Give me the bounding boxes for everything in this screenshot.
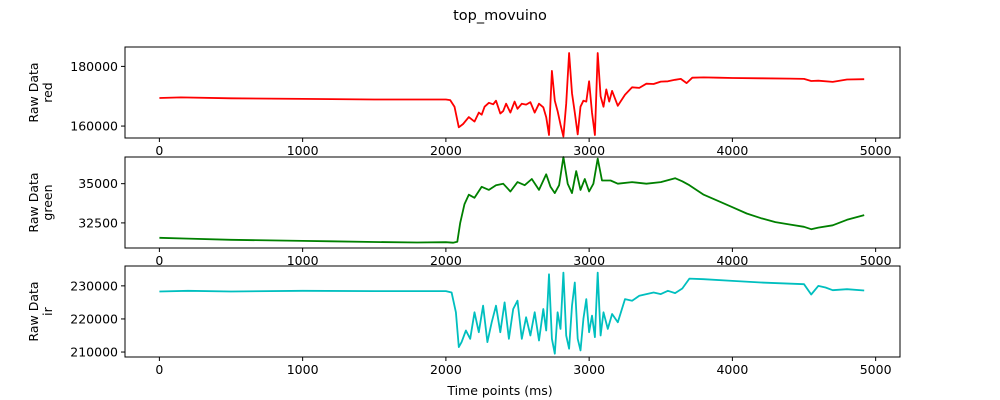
x-tick-label: 2000 <box>430 253 462 268</box>
y-tick-label: 32500 <box>78 215 118 230</box>
x-tick-label: 2000 <box>430 143 462 158</box>
y-tick-label: 210000 <box>70 345 118 360</box>
x-tick-label: 1000 <box>287 143 319 158</box>
x-tick-label: 2000 <box>430 362 462 377</box>
series-line-red <box>159 52 865 138</box>
y-tick-label: 160000 <box>70 119 118 134</box>
y-tick-label: 35000 <box>78 176 118 191</box>
y-axis-sublabel: green <box>40 184 55 220</box>
x-tick-label: 0 <box>155 253 163 268</box>
x-tick-label: 1000 <box>287 362 319 377</box>
x-tick-label: 3000 <box>573 253 605 268</box>
series-line-ir <box>159 271 865 355</box>
subplot-red: 0 1000 2000 3000 4000 5000 160000 180000 Raw Dat… <box>26 46 901 158</box>
x-tick-label: 3000 <box>573 362 605 377</box>
y-axis-label: Raw Data <box>26 62 41 122</box>
x-tick-label: 0 <box>155 362 163 377</box>
y-tick-label: 180000 <box>70 59 118 74</box>
subplot-ir: 0 1000 2000 3000 4000 5000 210000 220000 230000 R… <box>26 265 901 377</box>
y-axis-sublabel: ir <box>40 306 55 315</box>
y-tick-label: 220000 <box>70 311 118 326</box>
x-tick-label: 1000 <box>287 253 319 268</box>
y-tick-label: 230000 <box>70 278 118 293</box>
y-axis-label: Raw Data <box>26 281 41 341</box>
series-line-green <box>159 156 865 244</box>
subplot-green: 0 1000 2000 3000 4000 5000 32500 35000 Raw Data g… <box>26 156 901 268</box>
x-tick-label: 3000 <box>573 143 605 158</box>
y-axis-label: Raw Data <box>26 172 41 232</box>
x-tick-label: 5000 <box>860 362 892 377</box>
figure-title: top_movuino <box>453 8 547 24</box>
axes-frame <box>124 156 901 249</box>
x-tick-label: 4000 <box>716 362 748 377</box>
x-tick-label: 5000 <box>860 143 892 158</box>
axes-frame <box>124 265 901 358</box>
x-tick-label: 4000 <box>716 253 748 268</box>
y-axis-sublabel: red <box>40 82 55 103</box>
x-axis-label: Time points (ms) <box>446 383 552 398</box>
x-tick-label: 5000 <box>860 253 892 268</box>
x-tick-label: 0 <box>155 143 163 158</box>
x-tick-label: 4000 <box>716 143 748 158</box>
axes-frame <box>124 46 901 139</box>
